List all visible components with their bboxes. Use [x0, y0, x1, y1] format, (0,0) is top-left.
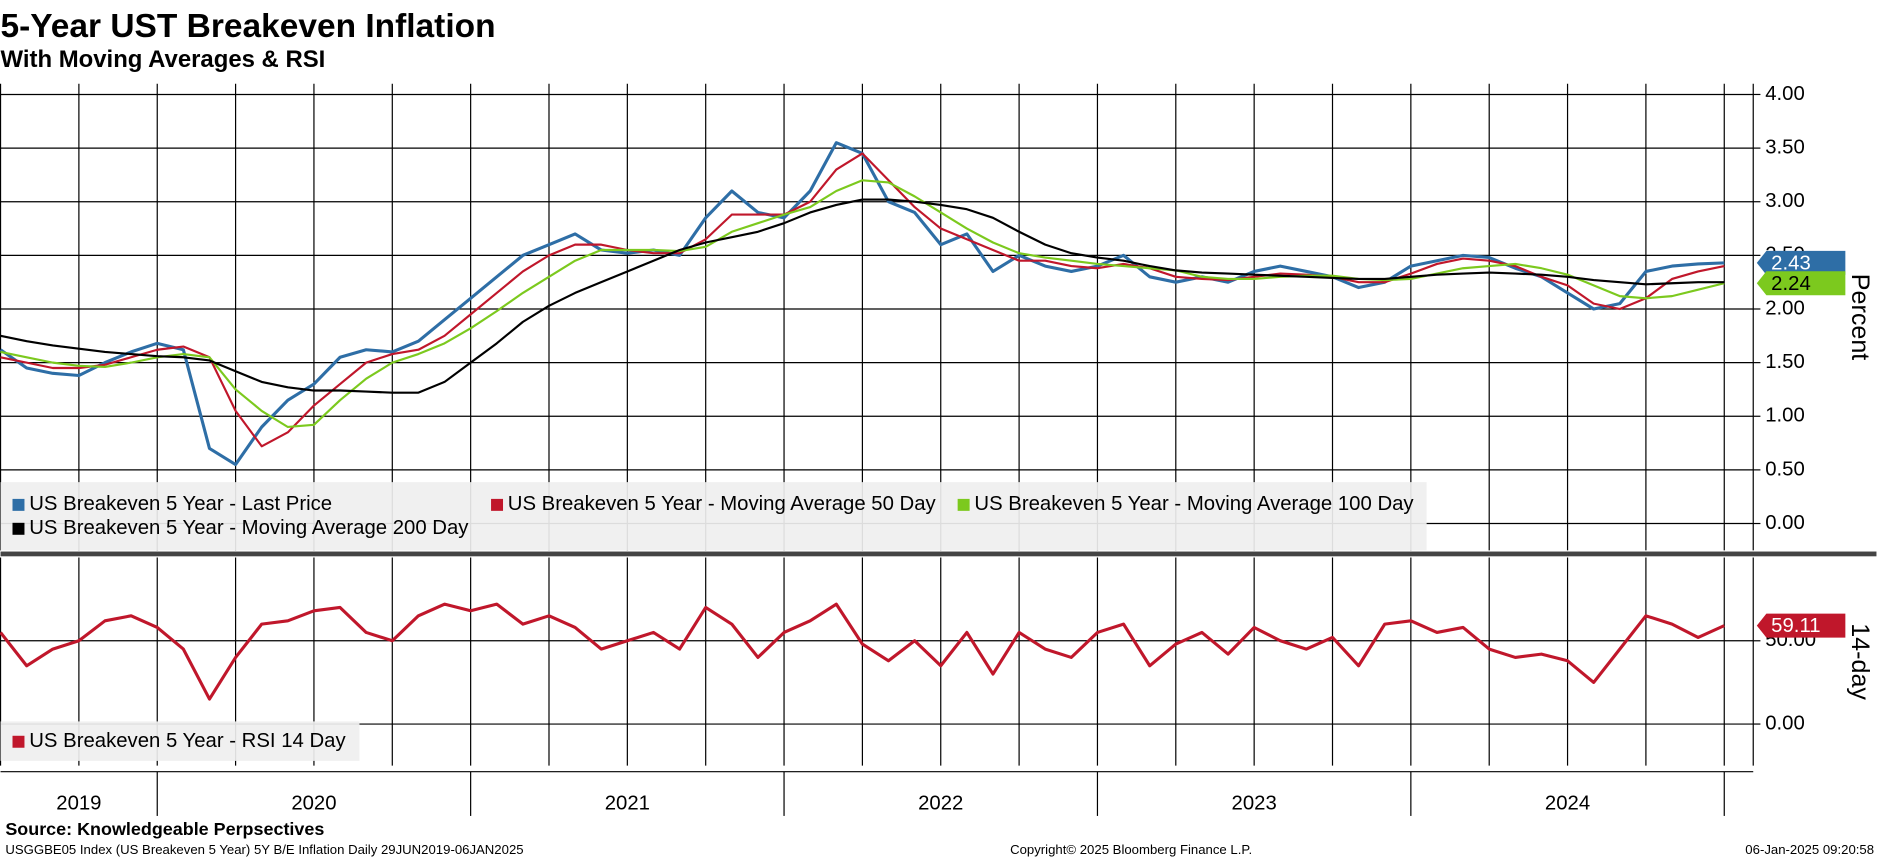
series-line [0, 198, 1725, 394]
legend-swatch [491, 498, 504, 511]
legend-label: US Breakeven 5 Year - Last Price [29, 493, 332, 515]
legend-swatch [12, 735, 25, 748]
legend-background [0, 482, 1427, 551]
y-tick-label: 0.00 [1765, 712, 1805, 734]
footer-center: Copyright© 2025 Bloomberg Finance L.P. [1010, 842, 1252, 857]
x-tick-label: 2019 [56, 792, 101, 814]
legend-label: US Breakeven 5 Year - Moving Average 100… [974, 493, 1414, 515]
series-line [0, 152, 1725, 448]
chart-title: 5-Year UST Breakeven Inflation [1, 8, 496, 45]
legend-label: US Breakeven 5 Year - Moving Average 200… [29, 517, 469, 539]
y-tick-label: 1.00 [1765, 405, 1805, 427]
footer-right: 06-Jan-2025 09:20:58 [1745, 842, 1874, 857]
chart-subtitle: With Moving Averages & RSI [1, 46, 326, 73]
end-tag-label: 2.43 [1771, 252, 1811, 274]
x-tick-label: 2021 [605, 792, 650, 814]
end-tag-label: 59.11 [1771, 615, 1820, 637]
legend-swatch [12, 498, 25, 511]
legend-swatch [12, 522, 25, 535]
source: Source: Knowledgeable Perpsectives [5, 819, 324, 839]
panel-separator [0, 551, 1877, 557]
y-tick-label: 0.50 [1765, 458, 1805, 480]
x-tick-label: 2024 [1545, 792, 1590, 814]
legend-swatch [957, 498, 970, 511]
legend-background [0, 721, 360, 761]
series-line [0, 602, 1725, 701]
footer-left: USGGBE05 Index (US Breakeven 5 Year) 5Y … [5, 842, 523, 857]
y-tick-label: 2.00 [1765, 297, 1805, 319]
y-axis-title: Percent [1846, 274, 1874, 361]
y-tick-label: 3.50 [1765, 136, 1805, 158]
y-tick-label: 0.00 [1765, 512, 1805, 534]
y-axis-title: 14-day [1846, 623, 1874, 700]
y-tick-label: 1.50 [1765, 351, 1805, 373]
end-tag [1756, 613, 1846, 638]
y-tick-label: 4.00 [1765, 83, 1805, 105]
legend-label: US Breakeven 5 Year - RSI 14 Day [29, 730, 346, 752]
x-tick-label: 2023 [1232, 792, 1277, 814]
end-tag-label: 2.24 [1771, 273, 1811, 295]
legend-label: US Breakeven 5 Year - Moving Average 50 … [508, 493, 937, 515]
x-tick-label: 2022 [918, 792, 963, 814]
y-tick-label: 3.00 [1765, 190, 1805, 212]
x-tick-label: 2020 [291, 792, 336, 814]
end-tag [1756, 250, 1846, 275]
end-tag [1756, 271, 1846, 296]
